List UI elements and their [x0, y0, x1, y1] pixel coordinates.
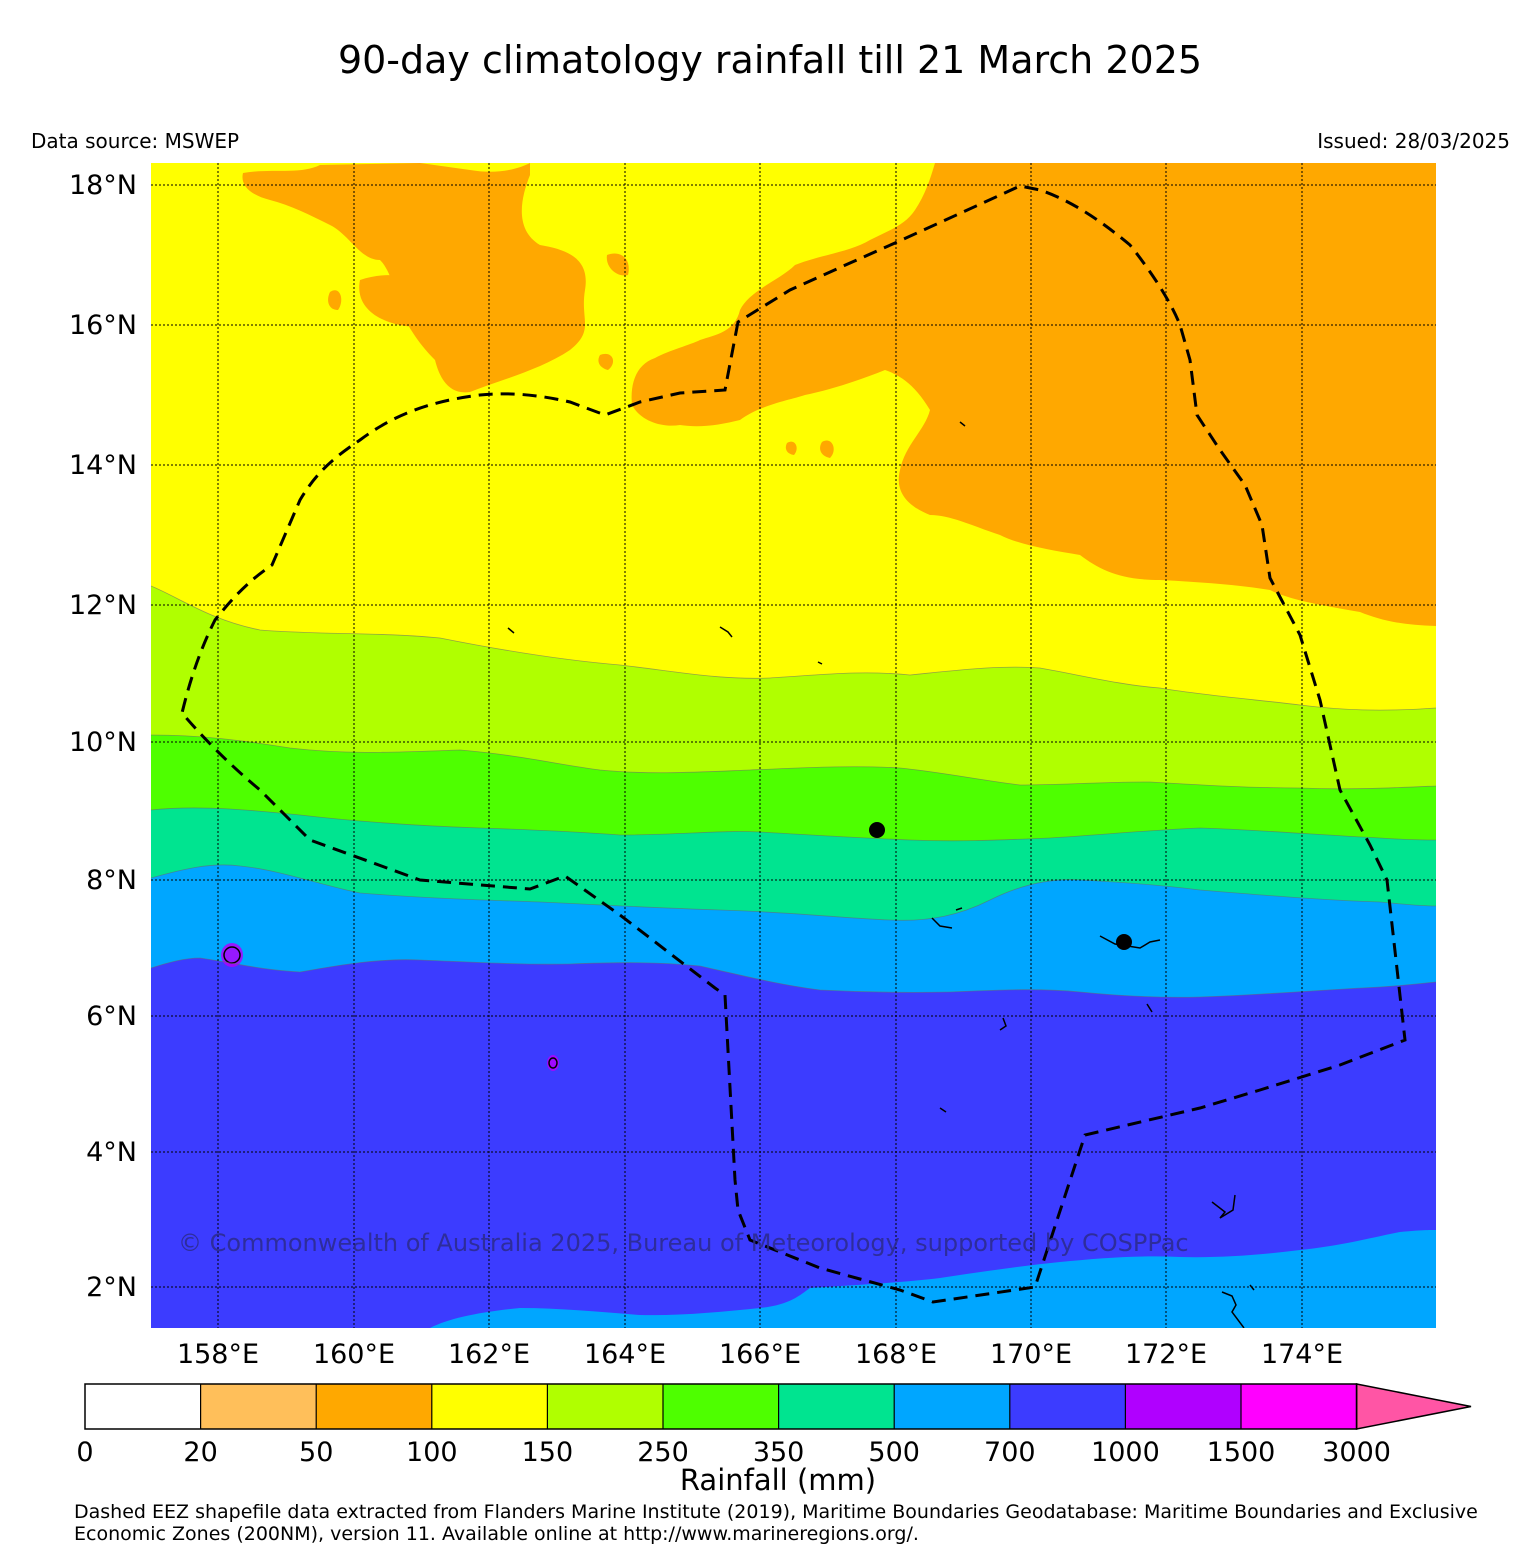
lon-label: 162°E: [448, 1339, 530, 1370]
contour-lines: [151, 585, 1436, 998]
lat-label: 14°N: [69, 450, 137, 481]
copyright-watermark: © Commonwealth of Australia 2025, Bureau…: [178, 1229, 1189, 1257]
lat-label: 18°N: [69, 170, 137, 201]
colorbar-tick-label: 0: [76, 1437, 93, 1468]
longitude-labels: 158°E 160°E 162°E 164°E 166°E 168°E 170°…: [177, 1339, 1343, 1370]
island-marker: [869, 822, 885, 838]
colorbar-segment: [85, 1384, 201, 1429]
zone-orange-west: [242, 163, 586, 393]
colorbar-segment: [1009, 1384, 1126, 1429]
colorbar-tick-label: 150: [522, 1437, 574, 1468]
lat-label: 2°N: [86, 1272, 137, 1303]
colorbar: 0 20 50 100 150 250 350 500 700 1000 150…: [76, 1383, 1472, 1497]
island-marker: [1116, 934, 1132, 950]
colorbar-segment: [200, 1384, 317, 1429]
lat-label: 16°N: [69, 310, 137, 341]
colorbar-segment: [316, 1384, 432, 1429]
colorbar-tick-label: 700: [984, 1437, 1036, 1468]
colorbar-tick-label: 50: [299, 1437, 333, 1468]
lon-label: 160°E: [313, 1339, 395, 1370]
colorbar-segment: [1241, 1384, 1357, 1429]
lon-label: 166°E: [719, 1339, 801, 1370]
chart-title: 90-day climatology rainfall till 21 Marc…: [337, 38, 1203, 82]
lat-label: 4°N: [86, 1137, 137, 1168]
zone-blue: [151, 958, 1436, 1328]
eez-attribution-footnote: Dashed EEZ shapefile data extracted from…: [74, 1501, 1478, 1545]
data-source-label: Data source: MSWEP: [31, 129, 240, 153]
eez-boundary-west: [180, 184, 1407, 1304]
zone-orange-west-b: [359, 275, 433, 327]
zone-orange-islet-5: [820, 440, 834, 458]
zone-orange-islet-1: [328, 290, 342, 310]
cell-contour-2: [548, 1057, 558, 1069]
colorbar-tick-label: 250: [637, 1437, 689, 1468]
lon-label: 172°E: [1125, 1339, 1207, 1370]
colorbar-segment: [431, 1384, 548, 1429]
colorbar-segment: [663, 1384, 779, 1429]
colorbar-tick-label: 1000: [1091, 1437, 1160, 1468]
lon-label: 174°E: [1261, 1339, 1343, 1370]
colorbar-segment: [778, 1384, 895, 1429]
colorbar-tick-label: 100: [406, 1437, 458, 1468]
colorbar-segment: [547, 1384, 663, 1429]
zone-orange-islet-3: [598, 353, 614, 370]
colorbar-segment: [894, 1384, 1010, 1429]
lon-label: 158°E: [177, 1339, 259, 1370]
colorbar-tick-label: 3000: [1322, 1437, 1391, 1468]
lat-label: 12°N: [69, 590, 137, 621]
rainfall-fields: © Commonwealth of Australia 2025, Bureau…: [151, 163, 1436, 1328]
lon-label: 170°E: [990, 1339, 1072, 1370]
lat-label: 10°N: [69, 727, 137, 758]
lon-label: 164°E: [584, 1339, 666, 1370]
zone-orange-islet-2: [606, 253, 629, 276]
lat-label: 8°N: [86, 865, 137, 896]
colorbar-extend-arrow: [1355, 1383, 1472, 1430]
island-outlines: [507, 421, 1255, 1328]
latitude-labels: 18°N 16°N 14°N 12°N 10°N 8°N 6°N 4°N 2°N: [69, 170, 137, 1303]
lon-label: 168°E: [855, 1339, 937, 1370]
colorbar-title: Rainfall (mm): [680, 1463, 876, 1497]
zone-orange-islet-4: [785, 441, 797, 455]
lat-label: 6°N: [86, 1001, 137, 1032]
colorbar-tick-label: 500: [868, 1437, 920, 1468]
colorbar-tick-label: 1500: [1207, 1437, 1276, 1468]
colorbar-tick-label: 350: [753, 1437, 805, 1468]
issued-date-label: Issued: 28/03/2025: [1317, 129, 1510, 153]
colorbar-segment: [1125, 1384, 1241, 1429]
zone-sky-south: [430, 1230, 1436, 1328]
colorbar-tick-label: 20: [183, 1437, 217, 1468]
zone-orange-east: [631, 163, 1436, 626]
